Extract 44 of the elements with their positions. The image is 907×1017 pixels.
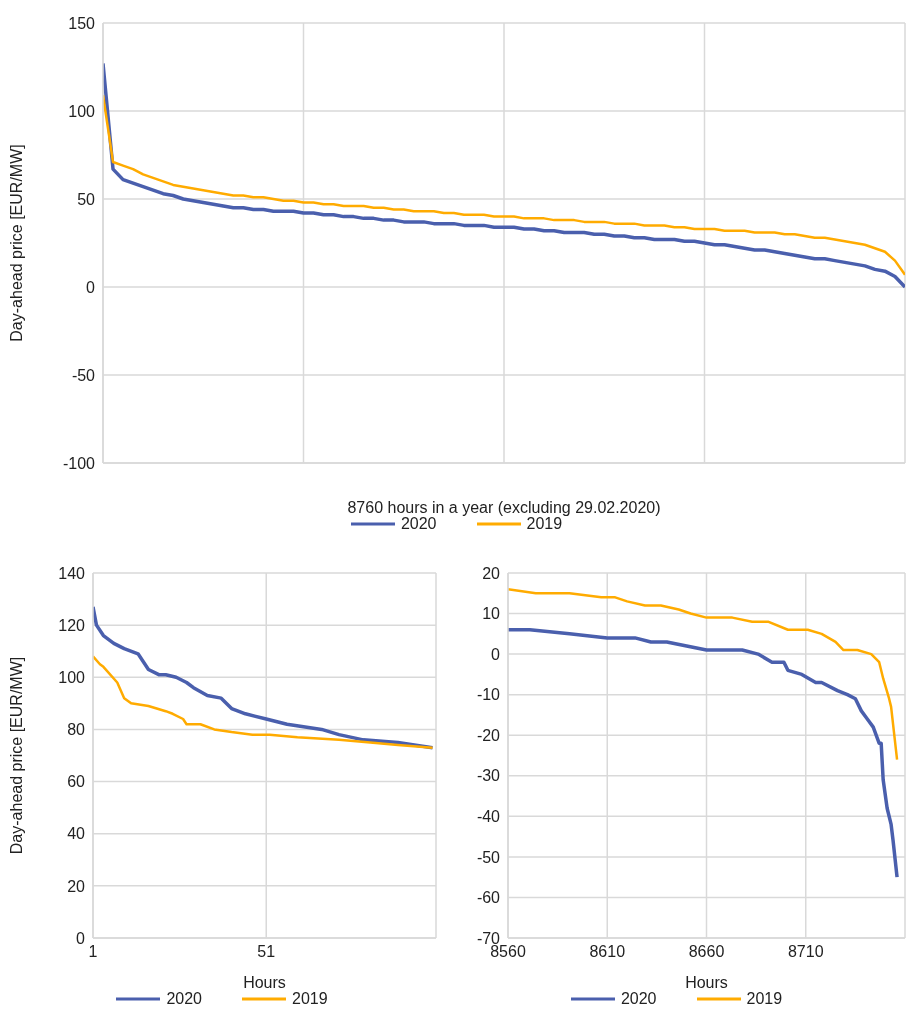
x-axis-title: 8760 hours in a year (excluding 29.02.2020) — [347, 499, 661, 516]
legend-label: 2020 — [166, 990, 202, 1008]
x-tick-label: 1 — [88, 943, 98, 961]
y-tick-label: -50 — [71, 366, 96, 384]
x-tick-label: 51 — [257, 943, 276, 961]
y-tick-label: -40 — [476, 808, 501, 826]
y-tick-label: 100 — [68, 102, 96, 120]
y-tick-label: 120 — [58, 616, 86, 634]
y-tick-label: 0 — [491, 645, 501, 663]
y-tick-label: -50 — [476, 848, 501, 866]
line-series — [508, 628, 899, 879]
x-axis-title: Hours — [685, 974, 728, 991]
legend-label: 2019 — [746, 990, 783, 1008]
y-tick-label: 140 — [58, 564, 86, 582]
x-tick-label: 8560 — [490, 943, 526, 961]
x-axis-title: Hours — [243, 974, 286, 991]
y-axis-title: Day-ahead price [EUR/MW] — [7, 656, 25, 855]
line-series — [93, 655, 434, 749]
legend-label: 2019 — [292, 990, 328, 1008]
y-tick-label: 40 — [67, 825, 86, 843]
y-tick-label: -30 — [476, 767, 501, 785]
y-tick-label: 100 — [58, 668, 86, 686]
x-tick-label: 8710 — [787, 943, 824, 961]
legend-label: 2020 — [400, 515, 437, 533]
y-axis-title: Day-ahead price [EUR/MW] — [7, 144, 25, 342]
y-tick-label: 20 — [67, 877, 86, 895]
y-tick-label: 60 — [67, 773, 86, 791]
line-series — [508, 587, 899, 761]
legend-label: 2020 — [620, 990, 657, 1008]
y-tick-label: -20 — [476, 726, 501, 744]
y-tick-label: -100 — [62, 454, 96, 472]
y-tick-label: 150 — [68, 14, 96, 32]
x-tick-label: 8660 — [688, 943, 725, 961]
y-tick-label: 0 — [76, 929, 86, 947]
y-tick-label: 10 — [482, 605, 501, 623]
legend-label: 2019 — [526, 515, 563, 533]
line-series — [103, 61, 905, 289]
y-tick-label: -10 — [476, 686, 501, 704]
y-tick-label: 0 — [86, 278, 96, 296]
x-tick-label: 8610 — [589, 943, 626, 961]
y-tick-label: -60 — [476, 889, 501, 907]
y-tick-label: 50 — [77, 190, 96, 208]
y-tick-label: 80 — [67, 721, 86, 739]
y-tick-label: 20 — [482, 564, 501, 582]
